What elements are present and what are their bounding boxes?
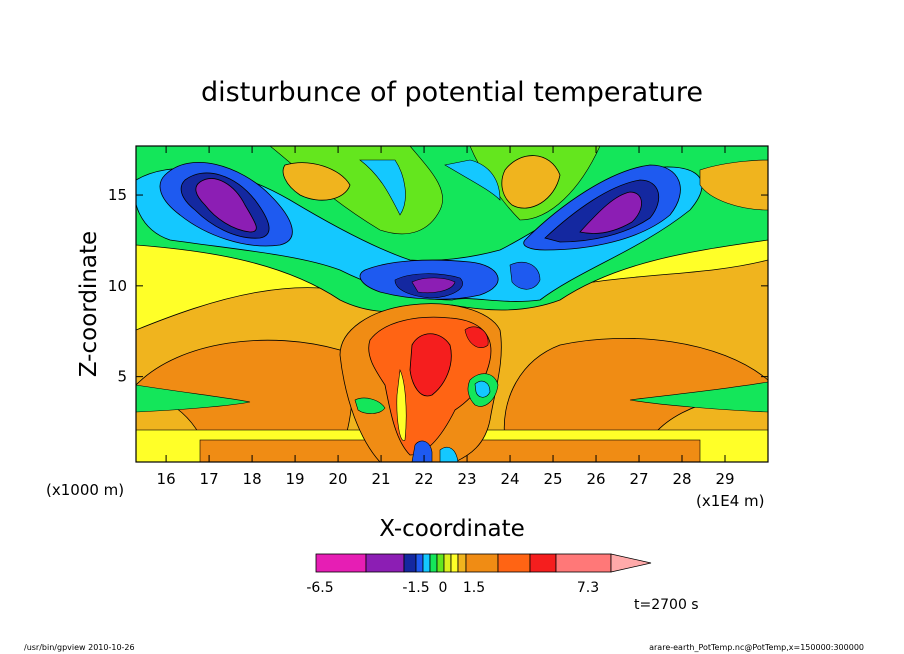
contour-region — [439, 447, 459, 462]
contour-region — [136, 384, 251, 413]
colorbar-segment — [365, 553, 405, 573]
contour-region — [411, 440, 433, 462]
contour-region — [629, 381, 768, 413]
contour-region — [195, 178, 257, 233]
contour-region — [411, 277, 456, 293]
x-tick-label: 18 — [243, 470, 262, 488]
colorbar-label: -1.5 — [402, 580, 429, 596]
x-tick-label: 24 — [500, 470, 519, 488]
x-tick-label: 26 — [586, 470, 605, 488]
colorbar-label: 0 — [439, 580, 448, 596]
colorbar-segment — [497, 553, 531, 573]
colorbar-label: 1.5 — [463, 580, 485, 596]
x-tick-label: 29 — [715, 470, 734, 488]
contour-region — [136, 166, 703, 302]
contour-region — [464, 326, 489, 349]
contour-region — [699, 159, 768, 211]
x-axis: 16 17 18 19 20 21 22 23 24 25 26 27 28 29 — [157, 146, 735, 488]
colorbar-segment — [457, 553, 467, 573]
plot-area — [136, 146, 768, 462]
contour-region — [501, 155, 561, 209]
colorbar-segment — [403, 553, 417, 573]
y-tick-label: 5 — [117, 368, 127, 386]
x-tick-label: 16 — [157, 470, 176, 488]
x-tick-label: 19 — [286, 470, 305, 488]
colorbar-segment — [315, 553, 367, 573]
colorbar-segment — [415, 553, 424, 573]
contour-region — [474, 380, 491, 398]
colorbar-segment — [529, 553, 557, 573]
x-tick-label: 25 — [543, 470, 562, 488]
x-tick-label: 17 — [200, 470, 219, 488]
x-tick-label: 27 — [629, 470, 648, 488]
plot-frame — [135, 145, 769, 463]
x-tick-label: 21 — [372, 470, 391, 488]
contour-region — [579, 191, 642, 234]
contour-region — [444, 159, 501, 201]
x-tick-label: 28 — [672, 470, 691, 488]
y-tick-label: 10 — [108, 277, 127, 295]
contour-region — [509, 261, 541, 290]
x-tick-label: 20 — [329, 470, 348, 488]
contour-region — [409, 333, 452, 397]
contour-region — [282, 162, 351, 201]
colorbar-segment — [443, 553, 452, 573]
colorbar-segment — [436, 553, 445, 573]
x-tick-label: 22 — [415, 470, 434, 488]
colorbar-label: 7.3 — [577, 580, 599, 596]
y-axis-label: Z-coordinate — [76, 231, 102, 377]
footer-right: arare-earth_PotTemp.nc@PotTemp,x=150000:… — [649, 643, 864, 652]
colorbar-segment — [465, 553, 499, 573]
contour-region — [359, 159, 406, 216]
x-tick-label: 23 — [458, 470, 477, 488]
colorbar — [315, 553, 652, 573]
x-axis-label: X-coordinate — [379, 516, 525, 542]
colorbar-segment — [422, 553, 431, 573]
colorbar-labels: -6.5 -1.5 0 1.5 7.3 — [306, 580, 599, 596]
colorbar-segment — [429, 553, 438, 573]
colorbar-segment — [450, 553, 459, 573]
x-unit-right-label: (x1E4 m) — [696, 492, 765, 510]
y-tick-label: 15 — [108, 186, 127, 204]
time-label: t=2700 s — [634, 597, 699, 613]
y-axis: 5 10 15 — [108, 186, 768, 386]
colorbar-arrow — [610, 553, 652, 573]
chart-title: disturbunce of potential temperature — [201, 77, 703, 108]
colorbar-segment — [555, 553, 612, 573]
contour-region — [354, 397, 386, 414]
contour-region — [396, 368, 407, 441]
colorbar-label: -6.5 — [306, 580, 333, 596]
footer-left: /usr/bin/gpview 2010-10-26 — [24, 643, 135, 652]
x-unit-left-label: (x1000 m) — [46, 481, 124, 499]
